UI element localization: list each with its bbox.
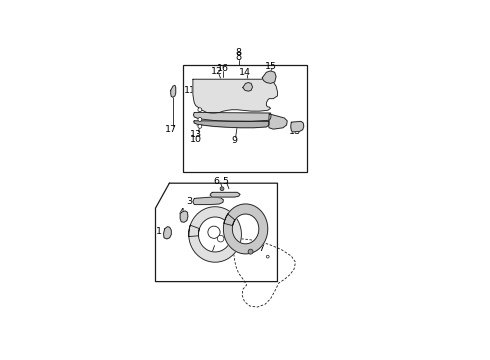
Text: 9: 9 — [231, 136, 237, 145]
Text: 11: 11 — [184, 86, 196, 95]
Bar — [183, 66, 307, 172]
Polygon shape — [262, 71, 276, 84]
Text: 3: 3 — [187, 197, 193, 206]
Text: 2: 2 — [206, 252, 212, 261]
Polygon shape — [193, 197, 223, 204]
Circle shape — [248, 249, 253, 254]
Text: 18: 18 — [289, 127, 301, 136]
Polygon shape — [171, 85, 176, 97]
Circle shape — [217, 235, 224, 242]
Text: 5: 5 — [222, 177, 228, 186]
Text: 14: 14 — [239, 68, 251, 77]
Text: 8: 8 — [236, 48, 242, 57]
Text: 13: 13 — [190, 130, 202, 139]
Text: 10: 10 — [190, 135, 202, 144]
Text: 1: 1 — [156, 227, 162, 236]
Text: 12: 12 — [211, 67, 223, 76]
Polygon shape — [223, 204, 268, 254]
Polygon shape — [194, 112, 271, 121]
Text: 6: 6 — [214, 177, 220, 186]
Polygon shape — [189, 207, 242, 262]
Circle shape — [198, 117, 202, 121]
Polygon shape — [194, 121, 269, 128]
Text: 16: 16 — [218, 64, 229, 73]
Polygon shape — [210, 192, 240, 197]
Text: 7: 7 — [259, 244, 265, 253]
Polygon shape — [243, 82, 252, 91]
Polygon shape — [180, 211, 188, 222]
Polygon shape — [193, 79, 277, 113]
Circle shape — [198, 125, 202, 128]
Circle shape — [220, 187, 224, 191]
Text: 15: 15 — [265, 62, 277, 71]
Polygon shape — [291, 121, 304, 132]
Text: 4: 4 — [178, 208, 184, 217]
Circle shape — [198, 108, 202, 112]
Circle shape — [208, 226, 220, 238]
Text: 17: 17 — [165, 125, 177, 134]
Polygon shape — [164, 227, 171, 239]
Polygon shape — [269, 114, 287, 129]
Text: 8: 8 — [236, 52, 242, 62]
